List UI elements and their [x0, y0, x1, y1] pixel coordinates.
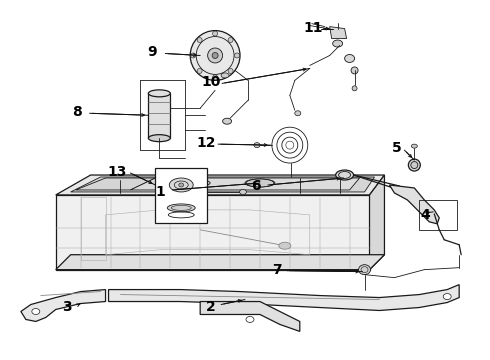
Polygon shape	[108, 285, 459, 310]
Text: 7: 7	[272, 263, 282, 276]
Ellipse shape	[359, 265, 370, 275]
Ellipse shape	[213, 75, 218, 80]
Ellipse shape	[240, 189, 246, 194]
Text: 1: 1	[155, 185, 165, 199]
Ellipse shape	[352, 86, 357, 91]
Polygon shape	[330, 27, 346, 39]
Text: 10: 10	[201, 75, 221, 89]
Ellipse shape	[246, 316, 254, 323]
Polygon shape	[56, 255, 385, 270]
Text: 5: 5	[392, 141, 401, 155]
Polygon shape	[148, 93, 171, 138]
Ellipse shape	[221, 73, 229, 78]
Ellipse shape	[148, 135, 171, 141]
Polygon shape	[390, 185, 439, 224]
Ellipse shape	[412, 144, 417, 148]
Polygon shape	[21, 289, 105, 321]
Ellipse shape	[344, 54, 355, 62]
Ellipse shape	[279, 242, 291, 249]
Polygon shape	[56, 195, 369, 270]
Ellipse shape	[197, 68, 202, 73]
Text: 11: 11	[303, 21, 322, 35]
Ellipse shape	[32, 309, 40, 315]
Text: 6: 6	[251, 179, 261, 193]
Ellipse shape	[408, 159, 420, 171]
Polygon shape	[130, 178, 360, 190]
Ellipse shape	[245, 179, 275, 187]
Polygon shape	[71, 177, 374, 192]
Ellipse shape	[148, 90, 171, 97]
Ellipse shape	[197, 37, 202, 42]
Polygon shape	[369, 175, 385, 270]
Ellipse shape	[333, 40, 343, 47]
Text: 8: 8	[72, 105, 81, 119]
Ellipse shape	[208, 48, 222, 63]
Ellipse shape	[246, 179, 274, 187]
Text: 12: 12	[196, 136, 216, 150]
Ellipse shape	[190, 31, 240, 80]
Ellipse shape	[167, 204, 195, 212]
Ellipse shape	[295, 111, 301, 116]
Polygon shape	[56, 175, 385, 195]
Bar	[155, 168, 207, 223]
Ellipse shape	[228, 68, 233, 73]
Ellipse shape	[254, 143, 260, 148]
Text: 13: 13	[108, 165, 127, 179]
Ellipse shape	[411, 162, 418, 168]
Ellipse shape	[222, 118, 232, 124]
Bar	[419, 200, 457, 230]
Ellipse shape	[212, 53, 218, 58]
Ellipse shape	[443, 293, 451, 300]
Text: 2: 2	[206, 300, 216, 314]
Ellipse shape	[351, 67, 358, 74]
Text: 4: 4	[420, 208, 430, 222]
Polygon shape	[200, 302, 300, 332]
Ellipse shape	[179, 183, 184, 187]
Ellipse shape	[191, 53, 196, 58]
Ellipse shape	[336, 170, 354, 180]
Ellipse shape	[169, 178, 193, 192]
Ellipse shape	[213, 31, 218, 36]
Text: 9: 9	[147, 45, 157, 59]
Ellipse shape	[228, 37, 233, 42]
Ellipse shape	[190, 180, 210, 186]
Ellipse shape	[235, 53, 240, 58]
Text: 3: 3	[62, 300, 72, 314]
